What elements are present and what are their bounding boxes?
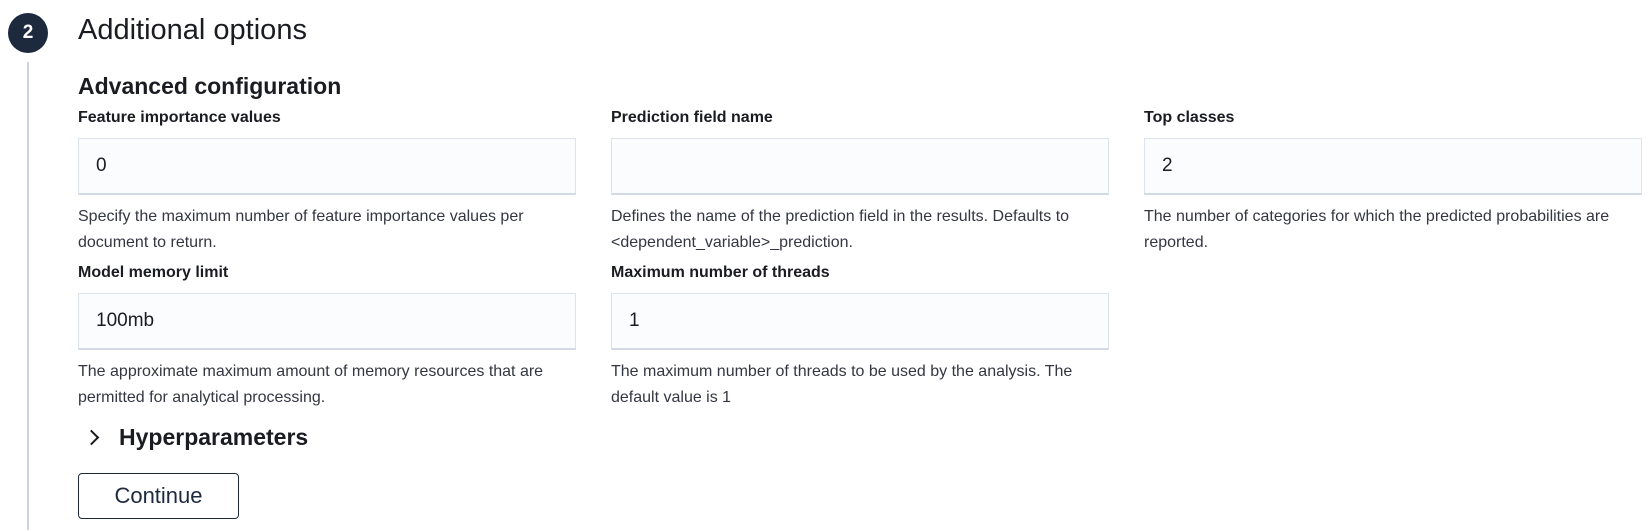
model-memory-limit-field: Model memory limit The approximate maxim… [78, 263, 576, 411]
step-connector-line [27, 62, 29, 530]
max-threads-label: Maximum number of threads [611, 264, 830, 281]
model-memory-limit-label: Model memory limit [78, 264, 229, 281]
feature-importance-help: Specify the maximum number of feature im… [78, 208, 524, 251]
model-memory-limit-help: The approximate maximum amount of memory… [78, 363, 544, 406]
prediction-field-name-help: Defines the name of the prediction field… [611, 208, 1070, 251]
max-threads-field: Maximum number of threads The maximum nu… [611, 263, 1109, 411]
hyperparameters-accordion-toggle[interactable]: Hyperparameters [83, 424, 309, 451]
max-threads-help: The maximum number of threads to be used… [611, 363, 1073, 406]
top-classes-field: Top classes The number of categories for… [1144, 108, 1642, 256]
prediction-field-name-label: Prediction field name [611, 109, 773, 126]
continue-button[interactable]: Continue [78, 473, 239, 519]
top-classes-help: The number of categories for which the p… [1144, 208, 1610, 251]
hyperparameters-label: Hyperparameters [119, 424, 309, 450]
feature-importance-label: Feature importance values [78, 109, 281, 126]
advanced-configuration-title: Advanced configuration [78, 73, 342, 99]
prediction-field-name-input[interactable] [611, 138, 1109, 195]
max-threads-input[interactable] [611, 293, 1109, 350]
feature-importance-field: Feature importance values Specify the ma… [78, 108, 576, 256]
top-classes-label: Top classes [1144, 109, 1235, 126]
step-title: Additional options [78, 14, 307, 46]
step-number-badge: 2 [8, 13, 48, 53]
model-memory-limit-input[interactable] [78, 293, 576, 350]
chevron-right-icon [83, 429, 100, 446]
prediction-field-name-field: Prediction field name Defines the name o… [611, 108, 1109, 256]
feature-importance-input[interactable] [78, 138, 576, 195]
top-classes-input[interactable] [1144, 138, 1642, 195]
